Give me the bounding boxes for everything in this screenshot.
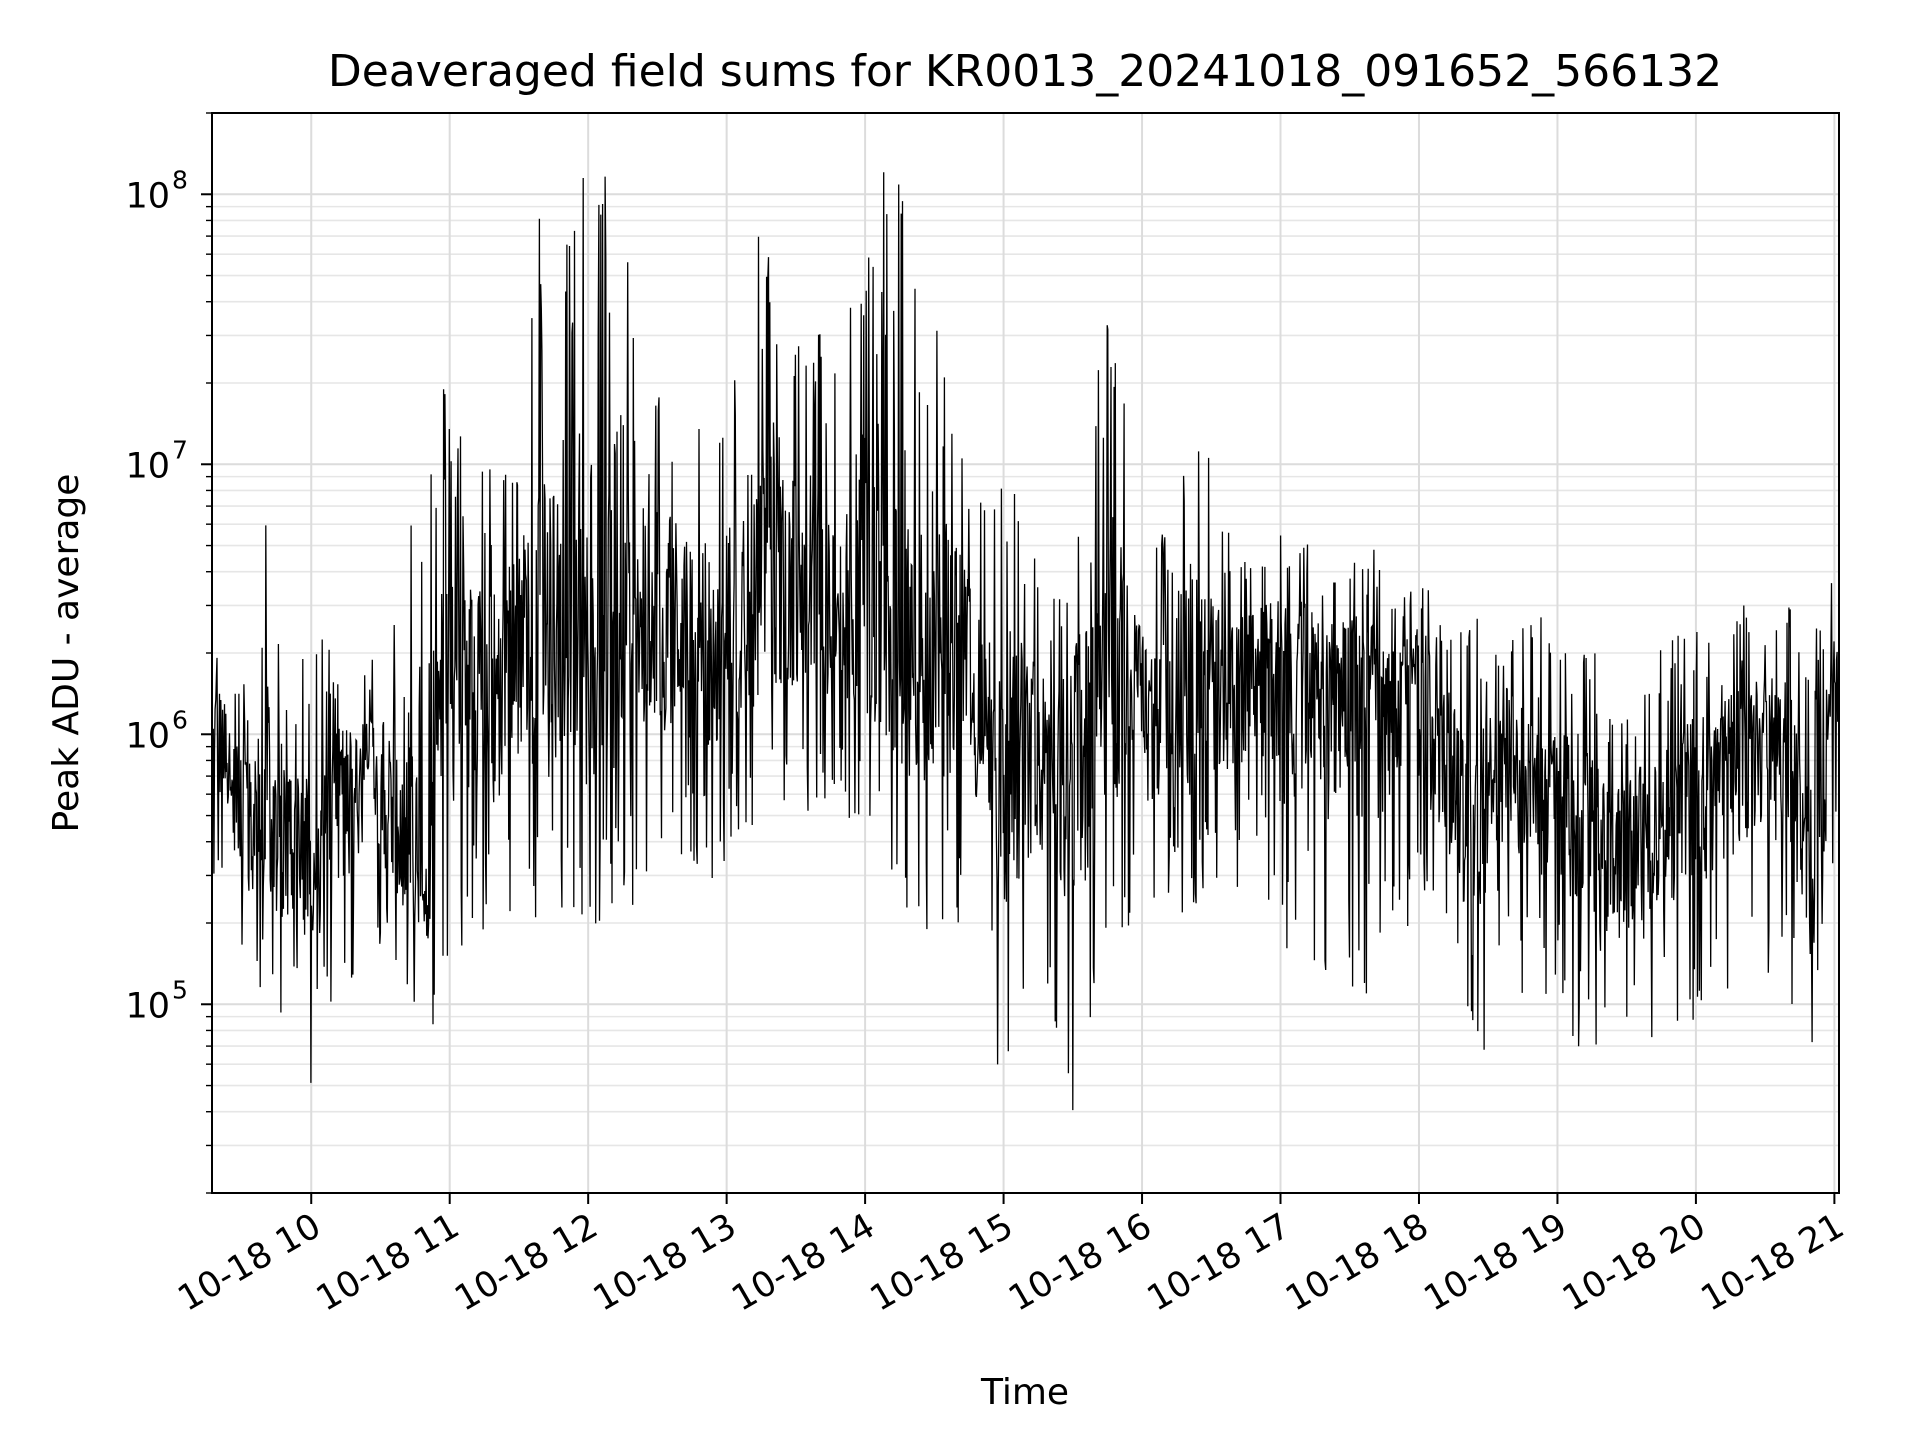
series-layer: [211, 172, 1840, 1111]
series-line: [211, 172, 1840, 1111]
y-tick-label: 10: [125, 446, 170, 486]
y-tick-label: 10: [125, 716, 170, 756]
y-tick-label: 10: [125, 986, 170, 1026]
y-axis-label: Peak ADU - average: [46, 474, 87, 833]
y-tick-exponent: 8: [172, 165, 188, 194]
ticks: [201, 112, 1836, 1204]
y-tick-exponent: 6: [172, 705, 188, 734]
y-tick-exponent: 5: [172, 975, 188, 1004]
chart-title: Deaveraged field sums for KR0013_2024101…: [328, 46, 1722, 97]
x-axis-label: Time: [980, 1372, 1069, 1413]
y-tick-label: 10: [125, 176, 170, 216]
y-tick-exponent: 7: [172, 435, 188, 464]
